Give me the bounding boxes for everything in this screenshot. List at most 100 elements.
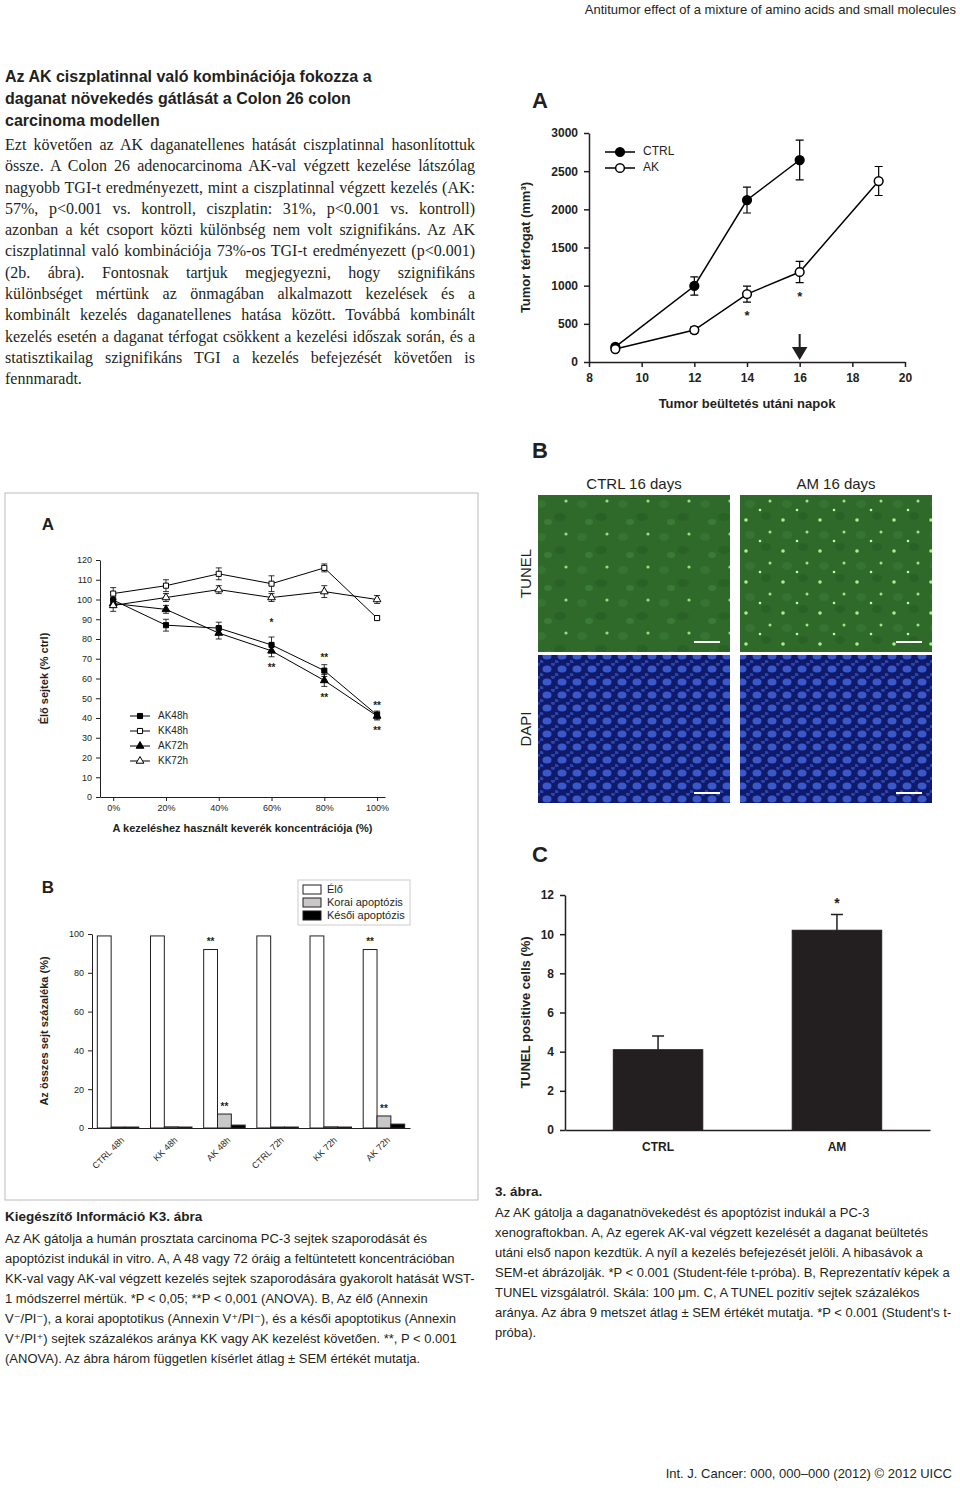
bar [310,936,324,1128]
tick-label: CTRL 48h [90,1135,126,1171]
bar [150,936,164,1128]
panel-label: C [532,842,548,867]
line-chart: 8101214161820050010001500200025003000**C… [518,126,912,411]
tick-label: 10 [635,371,649,385]
legend-line [605,167,635,169]
marker [216,571,221,576]
plot-area [611,140,883,358]
bar [125,1127,139,1128]
error-bar [321,665,327,677]
tick-label: 20% [157,803,175,813]
tick-label: 1000 [551,279,578,293]
legend: AK48hKK48hAK72hKK72h [130,710,188,766]
marker [162,605,170,612]
bar [338,1127,352,1128]
tick: 40% [210,797,228,813]
tick-mark [88,1089,92,1090]
tick: 0 [79,1123,92,1133]
tick: 1500 [551,241,589,255]
error-bar [110,588,116,600]
marker [743,290,752,299]
axis-line [92,935,93,1129]
tick-label: 20 [74,1085,84,1095]
panel-label: A [42,515,54,534]
marker [743,196,752,205]
tick: 18 [846,362,860,385]
axis-line [590,362,906,364]
tick-mark [96,777,100,778]
error-bar [216,627,222,639]
tick: 12 [541,888,565,902]
error-bar [321,586,327,598]
plot-area [109,564,381,720]
bar [111,1127,125,1128]
tick: 20 [899,362,913,385]
legend-label: AK72h [158,740,188,751]
x-axis: 0%20%40%60%80%100% [101,797,390,813]
marker [269,642,274,647]
series-line [113,600,377,715]
error-bar [321,564,327,572]
marker [268,593,276,600]
plot-area [97,936,404,1128]
tick-label: 40% [210,803,228,813]
tick: 60 [74,1007,92,1017]
tick-mark [905,362,907,367]
legend-line [130,746,150,747]
annotation: ** [366,936,374,947]
error-bar [110,596,116,604]
tick-mark [324,797,325,801]
microscopy-panel: CTRL 16 daysAM 16 daysTUNELDAPI [517,475,932,803]
axis-line [93,1128,411,1129]
bar [97,936,111,1128]
tick: 10 [635,362,649,385]
caption-title: Kiegészítő Információ K3. ábra [5,1209,202,1224]
error-bar [269,637,275,653]
tick-label: 0 [79,1123,84,1133]
y-axis-title: Tumor térfogat (mm³) [518,182,533,313]
tick-label: 70 [82,654,92,664]
legend-label: KK72h [158,755,188,766]
error-bar [163,580,169,592]
bar [285,1127,299,1128]
error-bar [374,616,380,620]
axis-line [566,1130,931,1132]
tick: 70 [82,654,100,664]
tick: 100% [366,797,389,813]
tick-label: 100 [77,595,92,605]
error-bar [216,568,222,580]
tick: AK 48h [205,1128,233,1163]
marker [111,598,116,603]
image-column-title: AM 16 days [796,475,875,492]
tick: 100 [77,595,100,605]
tick-mark [560,973,565,975]
y-axis: 050010001500200025003000 [551,126,589,369]
tick: 40 [82,713,100,723]
plot-area [613,915,881,1130]
micrograph [538,495,730,652]
marker [690,326,699,335]
tick: 2500 [551,165,589,179]
error-bar [796,261,804,282]
tick: 12 [688,362,702,385]
legend-marker [136,742,144,749]
error-bar [216,622,222,634]
tick-label: 0% [107,803,120,813]
marker [109,599,117,606]
tick-mark [584,285,589,287]
tick-mark [584,133,589,135]
bar [271,1127,285,1128]
axis-line [565,896,567,1131]
tick-mark [560,1091,565,1093]
tick: 60 [82,674,100,684]
marker [216,626,221,631]
tick-label: 80% [316,803,334,813]
annotation: ** [221,1101,229,1112]
tick-label: 20 [899,371,913,385]
marker [111,591,116,596]
y-axis: 024681012 [541,888,566,1137]
legend-swatch [303,885,321,894]
y-axis: 020406080100 [69,929,93,1133]
legend-marker [616,148,625,157]
error-bar [216,586,222,594]
